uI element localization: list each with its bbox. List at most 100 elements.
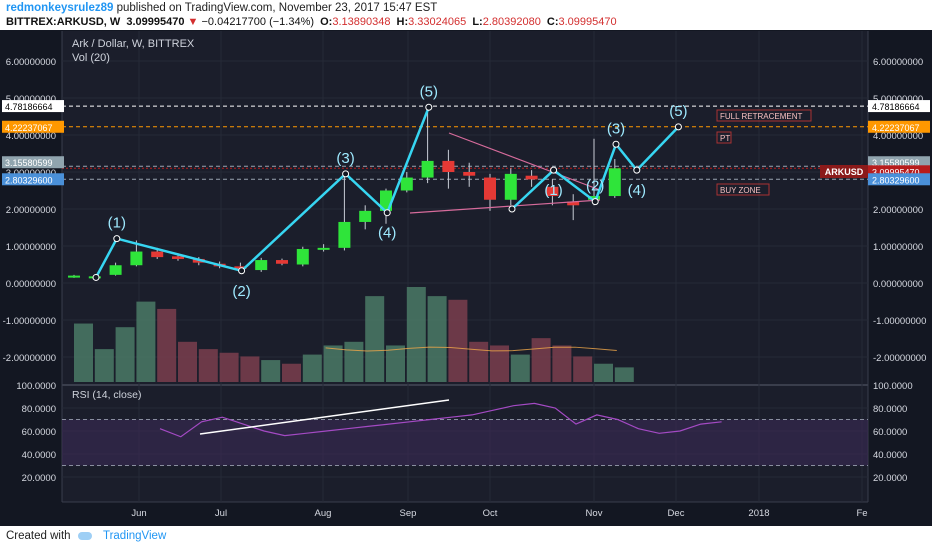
elliott-wave-points: [92, 103, 682, 281]
publish-text: published on TradingView.com, November 2…: [116, 2, 438, 14]
time-axis: Jun Jul Aug Sep Oct Nov Dec 2018 Fe: [131, 508, 867, 519]
left-price-tags: 4.78186664 4.22237067 3.15580599 2.80329600: [2, 100, 64, 186]
candle-body: [400, 177, 413, 191]
close-value: 3.09995470: [558, 16, 617, 28]
close-label: C:: [546, 16, 559, 28]
volume-bar: [406, 287, 426, 382]
volume-bar: [344, 341, 364, 382]
time-axis-label: Aug: [315, 508, 332, 519]
rsi-axis-label-left: 20.0000: [22, 473, 56, 484]
low-value: 2.80392080: [482, 16, 541, 28]
candle-body: [484, 177, 496, 200]
rsi-axis-label-right: 20.0000: [873, 473, 907, 484]
rsi-line: [159, 402, 722, 438]
high-label: H:: [396, 16, 409, 28]
rsi-trendline[interactable]: [199, 399, 450, 435]
price-axis-label-right: -2.00000000: [873, 353, 926, 364]
rsi-axis-label-left: 80.0000: [22, 404, 56, 415]
candle-body: [109, 265, 122, 275]
volume-bar: [136, 301, 156, 382]
volume-bar: [219, 352, 239, 382]
wave-label: (1): [108, 215, 126, 232]
volume-bar: [94, 349, 114, 382]
created-with-text: Created with: [6, 530, 71, 542]
wave-point: [92, 273, 100, 281]
rsi-band: [62, 419, 868, 466]
candle-body: [151, 251, 164, 258]
wave-label: (2): [232, 283, 250, 300]
left-price-tag: 2.80329600: [5, 175, 53, 185]
rsi-axis-label-left: 100.0000: [16, 381, 56, 392]
footer: Created with TradingView: [6, 530, 166, 546]
candle-body: [421, 160, 434, 178]
left-price-tag-bg: [2, 173, 64, 186]
price-axis-label-left: 5.00000000: [6, 94, 56, 105]
price-axis-label-right: 6.00000000: [873, 57, 923, 68]
volume-bar: [448, 299, 468, 382]
volume-bars: [74, 287, 634, 382]
symbol-tag: ARKUSD: [825, 167, 864, 177]
time-axis-label: Sep: [400, 508, 417, 519]
buy-zone-box: [716, 183, 770, 196]
volume-bar: [261, 360, 281, 382]
volume-bar: [510, 354, 530, 382]
wave-point: [508, 205, 516, 213]
wave-label: (3): [336, 150, 354, 167]
candle-body: [567, 201, 580, 206]
volume-bar: [198, 349, 218, 382]
wave-point: [612, 140, 620, 148]
volume-bar: [552, 345, 572, 382]
candle-body: [525, 175, 538, 180]
candle-body: [463, 172, 476, 176]
price-axis-label-right: 5.00000000: [873, 94, 923, 105]
left-price-tag: 3.15580599: [5, 158, 53, 168]
candle-body: [608, 168, 621, 197]
chart-canvas[interactable]: 6.00000000 6.00000000 5.00000000 5.00000000…: [0, 30, 932, 526]
volume-bar: [115, 327, 135, 382]
time-axis-label: Dec: [668, 508, 685, 519]
wave-point: [550, 166, 558, 174]
wave-point: [591, 198, 599, 206]
time-axis-label: Jul: [215, 508, 227, 519]
left-price-tag-bg: [2, 156, 64, 169]
wave-point: [425, 103, 433, 111]
volume-bar: [594, 363, 613, 382]
candle-body: [255, 260, 268, 271]
candlesticks: [68, 107, 621, 279]
left-price-tag-bg: [2, 100, 64, 113]
candle-body: [504, 173, 517, 200]
candle-body: [317, 247, 330, 250]
price-axis-label-right: -1.00000000: [873, 316, 926, 327]
rsi-axis-label-right: 40.0000: [873, 450, 907, 461]
elliott-wave-line-2[interactable]: [511, 125, 680, 210]
right-price-tag-bg: [868, 173, 930, 186]
last-price: 3.09995470: [126, 16, 185, 28]
right-price-tag-bg: [868, 120, 930, 133]
volume-bar: [490, 345, 509, 382]
high-value: 3.33024065: [408, 16, 467, 28]
wave-point: [113, 235, 121, 243]
price-axis-label-right: 1.00000000: [873, 242, 923, 253]
volume-bar: [178, 341, 197, 382]
volume-bar: [282, 363, 301, 382]
candle-body: [588, 196, 600, 200]
rsi-axis-label-right: 100.0000: [873, 381, 913, 392]
triangle-upper-trendline[interactable]: [448, 132, 601, 191]
wave-label: (2): [586, 178, 604, 195]
tradingview-link[interactable]: TradingView: [102, 530, 167, 542]
right-price-tag: 4.22237067: [872, 123, 920, 133]
rsi-axis-label-left: 60.0000: [22, 427, 56, 438]
triangle-lower-trendline[interactable]: [409, 199, 601, 214]
chart-title: Ark / Dollar, W, BITTREX: [72, 38, 195, 50]
volume-bar: [240, 356, 260, 382]
price-axis-label-left: 1.00000000: [6, 242, 56, 253]
price-axis-label-right: 4.00000000: [873, 131, 923, 142]
elliott-wave-line-1[interactable]: [94, 106, 430, 279]
elliott-wave-labels: (1) (2) (3) (4) (5) (1) (2) (3) (4) (5): [108, 83, 688, 300]
volume-ma-line: [325, 346, 617, 352]
time-axis-label: Oct: [483, 508, 498, 519]
wave-point: [633, 166, 641, 174]
right-price-tag: 3.15580599: [872, 158, 920, 168]
author-link[interactable]: redmonkeysrulez89: [6, 2, 114, 14]
wave-label: (3): [607, 120, 625, 137]
